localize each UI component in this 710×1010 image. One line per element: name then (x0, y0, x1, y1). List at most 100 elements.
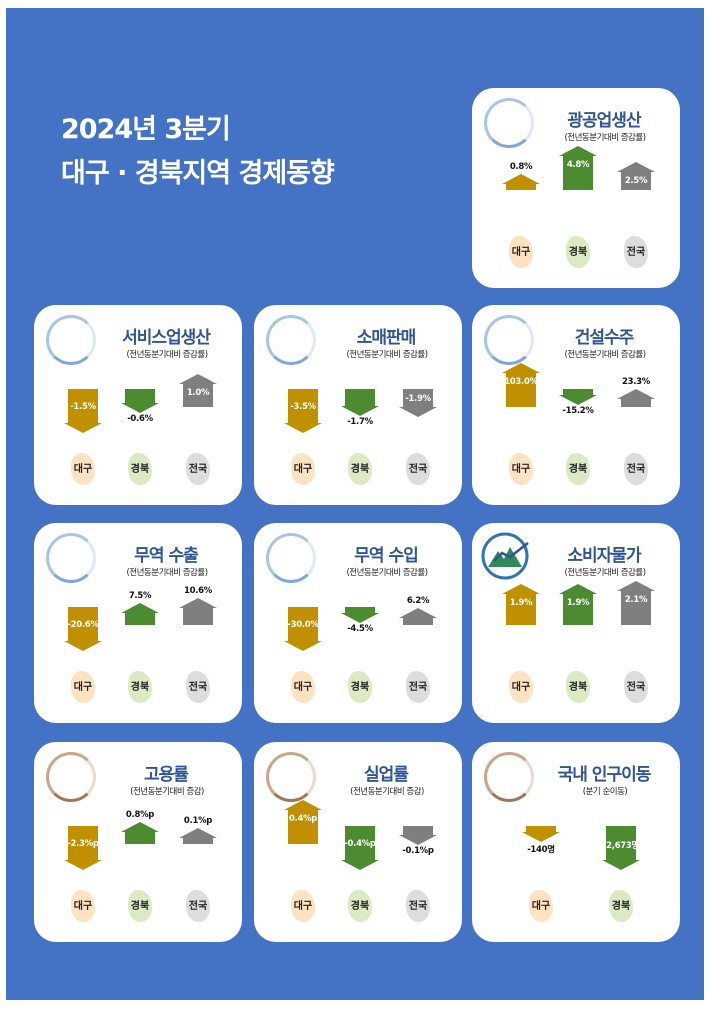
region-map-icon (348, 453, 372, 485)
region-gyeongbuk: 경북 (562, 669, 594, 705)
title-line2: 대구 · 경북지역 경제동향 (61, 158, 335, 189)
region-gyeongbuk: 경북 (344, 888, 376, 924)
region-national: 전국 (182, 888, 214, 924)
value-label: -1.5% (70, 402, 96, 412)
region-map-icon (529, 890, 553, 922)
region-gyeongbuk: 경북 (124, 888, 156, 924)
poster-title: 2024년 3분기 대구 · 경북지역 경제동향 (61, 108, 335, 196)
value-label: -1.7% (347, 417, 373, 427)
card-title: 실업률 (364, 765, 409, 785)
region-daegu: 대구 (67, 669, 99, 705)
region-label: 경북 (568, 247, 588, 258)
region-gyeongbuk: 경북 (124, 451, 156, 487)
card-title: 고용률 (144, 765, 189, 785)
region-label: 전국 (188, 901, 208, 912)
arrow-shape (64, 826, 102, 870)
value-label: 6.2% (406, 596, 430, 606)
region-daegu: 대구 (505, 669, 537, 705)
region-gyeongbuk: 경북 (344, 451, 376, 487)
indicator-card: 소매판매 (전년동분기대비 증감률) -3.5% 대구 -1.7% 경북 -1.9% 전국 (254, 305, 462, 505)
value-label: -0.6% (127, 414, 153, 424)
value-label: -4.5% (347, 624, 373, 634)
card-title: 무역 수입 (354, 546, 418, 566)
region-national: 전국 (620, 451, 652, 487)
arrow-shape (602, 826, 640, 870)
value-label: 10.6% (184, 586, 212, 596)
indicator-card: 실업률 (전년동분기대비 증감) 0.4%p 대구 -0.4%p 경북 -0.1%p 전국 (254, 742, 462, 942)
bar-arrow: -2.3%p (64, 826, 102, 870)
ring-icon (266, 533, 316, 583)
region-gyeongbuk: 경북 (562, 451, 594, 487)
arrow-shape (399, 389, 437, 417)
value-label: -2,673명 (602, 841, 640, 851)
bar-arrow: 0.4%p (284, 800, 322, 844)
card-title: 건설수주 (574, 328, 635, 348)
bar-arrow: -0.6% (121, 389, 159, 424)
arrow-shape (284, 389, 322, 433)
value-label: -2.3%p (67, 839, 99, 849)
region-map-icon (291, 671, 315, 703)
arrow-shape (64, 389, 102, 433)
value-label: 2.1% (624, 595, 648, 605)
indicator-card: 광공업생산 (전년동분기대비 증감률) 0.8% 대구 4.8% 경북 2.5% 전국 (472, 88, 680, 288)
value-label: -20.6% (67, 620, 99, 630)
value-label: -0.4%p (344, 839, 376, 849)
arrow-shape (617, 389, 655, 407)
region-label: 경북 (130, 901, 150, 912)
ring-icon (266, 752, 316, 802)
region-map-icon (186, 890, 210, 922)
region-label: 경북 (350, 464, 370, 475)
bar-arrow: 2.5% (617, 162, 655, 190)
bar-arrow: 1.0% (179, 374, 217, 407)
arrow-shape (179, 828, 217, 844)
ring-icon (266, 315, 316, 365)
region-map-icon (509, 671, 533, 703)
value-label: -0.1%p (402, 846, 434, 856)
card-subtitle: (전년동분기대비 증감률) (346, 568, 428, 578)
bar-arrow: -3.5% (284, 389, 322, 433)
indicator-card: 서비스업생산 (전년동분기대비 증감률) -1.5% 대구 -0.6% 경북 1.0% 전국 (34, 305, 242, 505)
region-label: 경북 (350, 901, 370, 912)
arrow-shape (341, 607, 379, 623)
arrow-shape (617, 581, 655, 625)
region-national: 전국 (402, 888, 434, 924)
region-label: 전국 (188, 464, 208, 475)
card-title: 광공업생산 (567, 111, 641, 131)
ring-icon (46, 315, 96, 365)
bar-arrow: 10.6% (179, 586, 217, 625)
arrow-shape (121, 822, 159, 844)
bar-arrow: 0.8%p (121, 810, 159, 844)
region-label: 전국 (408, 464, 428, 475)
region-national: 전국 (620, 234, 652, 270)
value-label: -15.2% (562, 406, 594, 416)
value-label: 0.8% (509, 162, 533, 172)
bar-arrow: 0.1%p (179, 816, 217, 844)
bar-arrow: -20.6% (64, 607, 102, 651)
bar-arrow: -1.9% (399, 389, 437, 417)
ring-icon (484, 315, 534, 365)
region-label: 대구 (73, 682, 93, 693)
region-map-icon (624, 453, 648, 485)
region-map-icon (624, 671, 648, 703)
bar-arrow: -15.2% (559, 389, 597, 416)
value-label: 0.8%p (125, 810, 155, 820)
arrow-shape (502, 174, 540, 190)
arrow-shape (399, 608, 437, 625)
bar-arrow: -0.1%p (399, 826, 437, 856)
card-subtitle: (전년동분기대비 증감률) (564, 350, 646, 360)
bar-arrow: 4.8% (559, 146, 597, 190)
region-gyeongbuk: 경북 (562, 234, 594, 270)
indicator-card: 건설수주 (전년동분기대비 증감률) 103.0% 대구 -15.2% 경북 23.3% 전국 (472, 305, 680, 505)
region-map-icon (348, 671, 372, 703)
price-mountain-icon (481, 532, 529, 580)
region-label: 경북 (611, 901, 631, 912)
region-map-icon (624, 236, 648, 268)
value-label: 1.9% (566, 598, 590, 608)
region-label: 대구 (73, 901, 93, 912)
region-map-icon (406, 453, 430, 485)
region-map-icon (566, 236, 590, 268)
region-map-icon (566, 453, 590, 485)
region-map-icon (128, 453, 152, 485)
ring-icon (46, 752, 96, 802)
region-map-icon (186, 453, 210, 485)
